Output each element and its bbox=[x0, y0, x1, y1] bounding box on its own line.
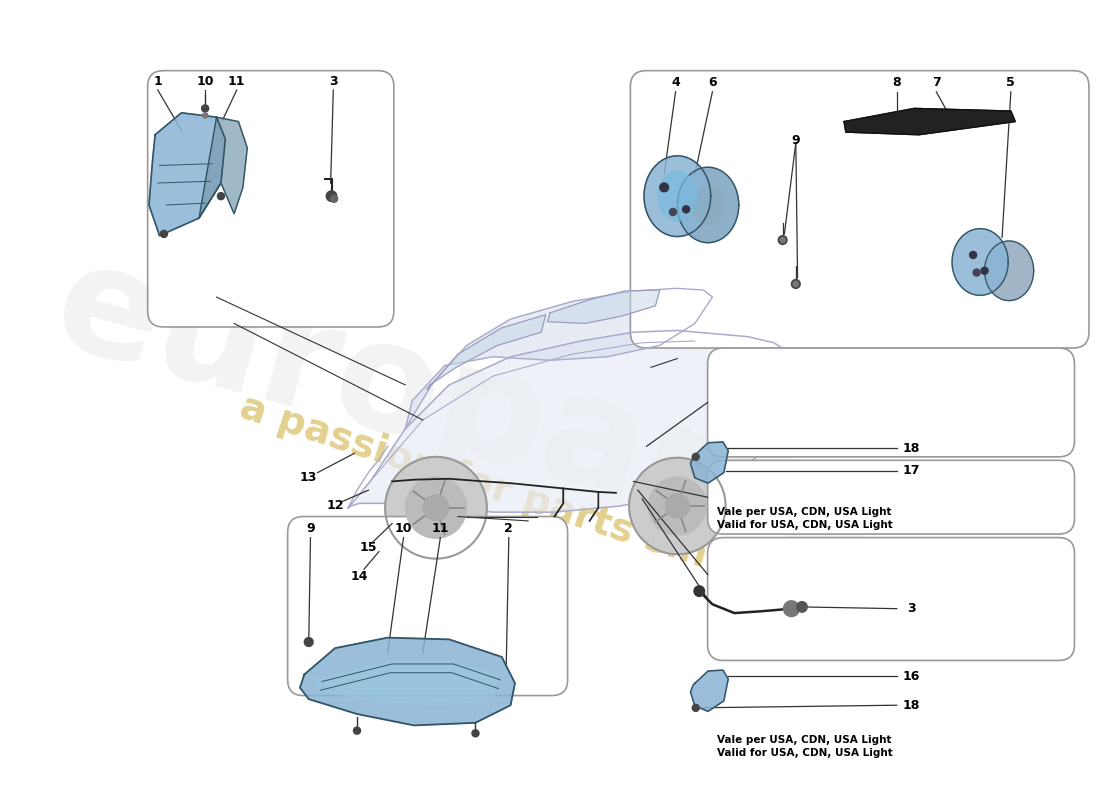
Polygon shape bbox=[678, 167, 739, 242]
Text: 9: 9 bbox=[306, 522, 315, 535]
Circle shape bbox=[385, 457, 487, 558]
Polygon shape bbox=[691, 442, 728, 483]
Text: 18: 18 bbox=[903, 698, 921, 712]
Polygon shape bbox=[405, 288, 713, 429]
Circle shape bbox=[692, 704, 700, 711]
Circle shape bbox=[424, 495, 449, 521]
Text: 3: 3 bbox=[329, 74, 338, 88]
Circle shape bbox=[779, 236, 786, 245]
Text: 18: 18 bbox=[903, 442, 921, 454]
Polygon shape bbox=[548, 290, 660, 323]
Polygon shape bbox=[427, 314, 546, 390]
Polygon shape bbox=[199, 117, 248, 218]
FancyBboxPatch shape bbox=[630, 70, 1089, 348]
Circle shape bbox=[327, 191, 337, 202]
Text: 9: 9 bbox=[792, 134, 800, 147]
Circle shape bbox=[791, 279, 800, 288]
Text: Valid for USA, CDN, USA Light: Valid for USA, CDN, USA Light bbox=[717, 520, 892, 530]
Circle shape bbox=[629, 458, 726, 554]
Polygon shape bbox=[318, 662, 497, 706]
Circle shape bbox=[648, 477, 706, 535]
Text: 3: 3 bbox=[908, 602, 916, 615]
Circle shape bbox=[218, 193, 224, 200]
Circle shape bbox=[353, 727, 361, 734]
Circle shape bbox=[692, 454, 700, 460]
Text: 13: 13 bbox=[300, 470, 318, 483]
Circle shape bbox=[202, 113, 208, 118]
Text: 16: 16 bbox=[903, 670, 921, 682]
Circle shape bbox=[305, 638, 314, 646]
Text: 1: 1 bbox=[153, 74, 162, 88]
Circle shape bbox=[796, 602, 807, 612]
Text: 5: 5 bbox=[1006, 77, 1015, 90]
Text: 10: 10 bbox=[197, 74, 213, 88]
Text: europarts: europarts bbox=[40, 230, 894, 593]
Circle shape bbox=[201, 105, 209, 112]
Text: 6: 6 bbox=[708, 77, 717, 90]
Text: 2: 2 bbox=[505, 522, 514, 535]
Circle shape bbox=[969, 251, 977, 258]
Circle shape bbox=[472, 730, 478, 737]
FancyBboxPatch shape bbox=[707, 348, 1075, 457]
Text: 17: 17 bbox=[903, 464, 921, 478]
Circle shape bbox=[793, 282, 799, 286]
Circle shape bbox=[981, 267, 988, 274]
Text: 11: 11 bbox=[431, 522, 449, 535]
Circle shape bbox=[670, 209, 676, 215]
Circle shape bbox=[331, 195, 338, 202]
Circle shape bbox=[974, 269, 980, 276]
Circle shape bbox=[683, 206, 690, 213]
Polygon shape bbox=[844, 109, 1015, 134]
Polygon shape bbox=[300, 638, 515, 726]
FancyBboxPatch shape bbox=[147, 70, 394, 327]
Text: 11: 11 bbox=[228, 74, 245, 88]
Circle shape bbox=[694, 586, 704, 596]
Text: 15: 15 bbox=[360, 541, 377, 554]
Text: 12: 12 bbox=[327, 499, 344, 513]
Text: 4: 4 bbox=[671, 77, 680, 90]
Text: 8: 8 bbox=[892, 77, 901, 90]
Polygon shape bbox=[953, 229, 1009, 295]
FancyBboxPatch shape bbox=[707, 460, 1075, 534]
Text: Vale per USA, CDN, USA Light: Vale per USA, CDN, USA Light bbox=[717, 735, 892, 746]
Polygon shape bbox=[658, 172, 696, 221]
Circle shape bbox=[660, 183, 669, 192]
Circle shape bbox=[666, 494, 690, 518]
Polygon shape bbox=[349, 330, 800, 512]
Text: 7: 7 bbox=[932, 77, 940, 90]
Circle shape bbox=[406, 478, 466, 538]
Text: Vale per USA, CDN, USA Light: Vale per USA, CDN, USA Light bbox=[717, 507, 892, 517]
FancyBboxPatch shape bbox=[288, 517, 568, 695]
Text: 14: 14 bbox=[351, 570, 369, 582]
Text: 10: 10 bbox=[395, 522, 412, 535]
Circle shape bbox=[780, 238, 785, 242]
Polygon shape bbox=[644, 156, 711, 237]
Text: a passion for parts since 1985: a passion for parts since 1985 bbox=[234, 388, 874, 628]
FancyBboxPatch shape bbox=[707, 538, 1075, 661]
Circle shape bbox=[783, 601, 800, 617]
Circle shape bbox=[161, 230, 167, 238]
Polygon shape bbox=[148, 113, 225, 236]
Text: Valid for USA, CDN, USA Light: Valid for USA, CDN, USA Light bbox=[717, 749, 892, 758]
Polygon shape bbox=[984, 241, 1034, 301]
Polygon shape bbox=[691, 670, 728, 711]
Polygon shape bbox=[692, 186, 724, 224]
